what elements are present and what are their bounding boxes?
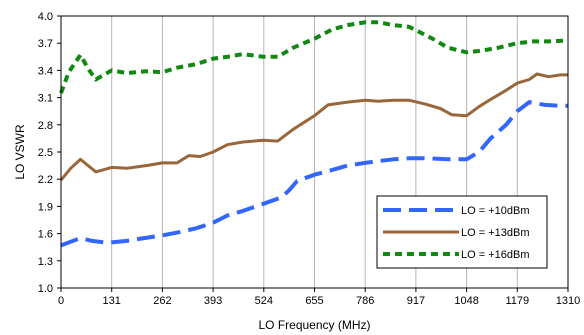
y-tick-label: 2.2 [38, 174, 53, 186]
legend-label: LO = +10dBm [461, 205, 530, 217]
y-tick-label: 3.4 [38, 65, 53, 77]
x-tick-label: 262 [153, 295, 171, 307]
y-tick-label: 2.5 [38, 147, 53, 159]
legend-label: LO = +13dBm [461, 227, 530, 239]
x-axis-title: LO Frequency (MHz) [258, 318, 370, 332]
y-tick-label: 1.0 [38, 283, 53, 295]
y-tick-label: 2.8 [38, 120, 53, 132]
x-tick-label: 786 [356, 295, 374, 307]
x-tick-label: 0 [58, 295, 64, 307]
x-tick-label: 1310 [556, 295, 580, 307]
x-tick-label: 1048 [454, 295, 478, 307]
x-tick-label: 917 [407, 295, 425, 307]
x-tick-label: 655 [305, 295, 323, 307]
tick-labels: 0 131 262 393 524 655 786 917 1048 1179 1310 1.0 1.3… [38, 11, 581, 307]
y-tick-label: 1.9 [38, 201, 53, 213]
x-tick-label: 524 [255, 295, 273, 307]
y-tick-label: 4.0 [38, 11, 53, 23]
series-lines [59, 20, 569, 248]
series-line-1 [60, 100, 568, 248]
y-axis-title: LO VSWR [13, 124, 27, 180]
x-tick-label: 393 [204, 295, 222, 307]
legend: LO = +10dBm LO = +13dBm LO = +16dBm [376, 195, 548, 269]
series-line-3 [59, 20, 569, 94]
y-tick-label: 1.6 [38, 229, 53, 241]
series-line-2 [59, 72, 568, 182]
y-tick-label: 1.3 [38, 256, 53, 268]
legend-label: LO = +16dBm [461, 249, 530, 261]
x-tick-label: 131 [103, 295, 121, 307]
y-tick-label: 3.7 [38, 38, 53, 50]
x-tick-label: 1179 [505, 295, 529, 307]
y-tick-label: 3.1 [38, 93, 53, 105]
grid-lines [111, 16, 518, 288]
